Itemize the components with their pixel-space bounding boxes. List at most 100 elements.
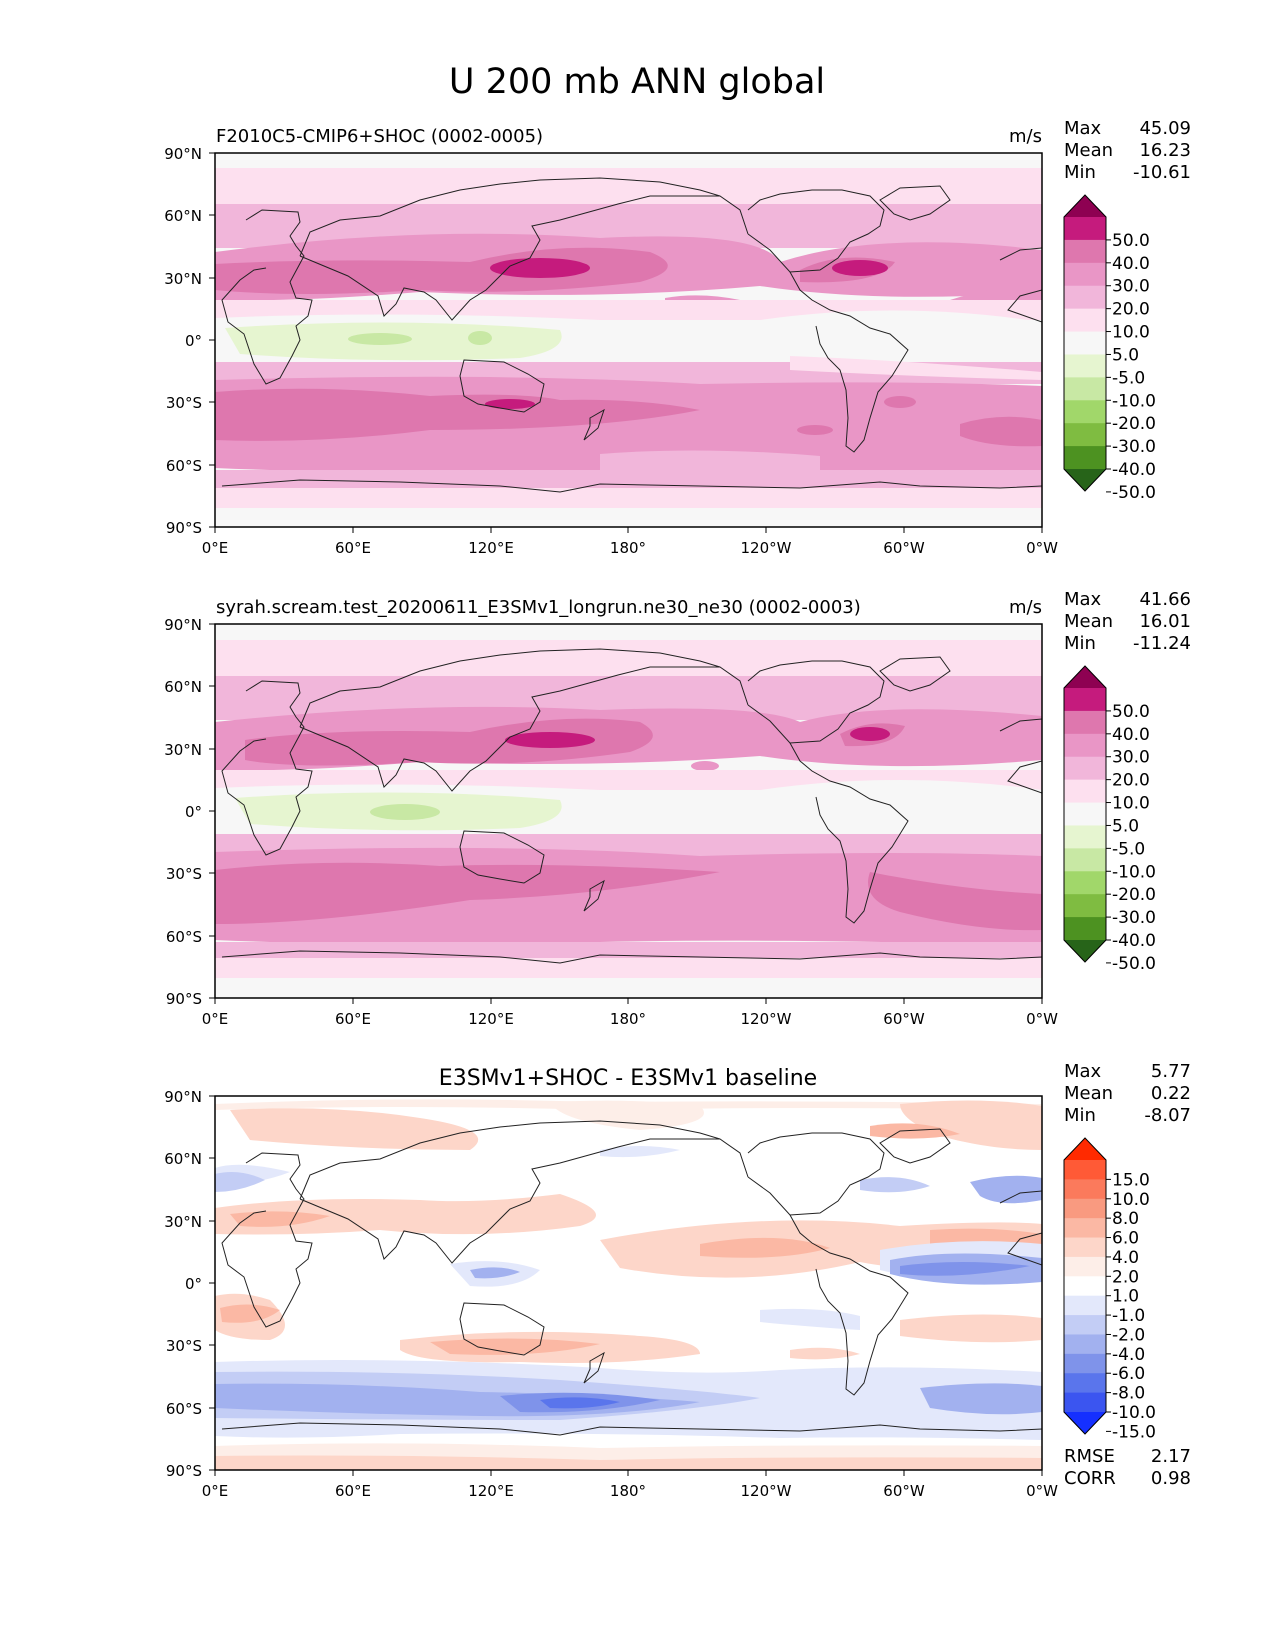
lon-tick-label: 180° <box>610 1010 646 1028</box>
colorbar-segment <box>1064 917 1106 941</box>
lon-tick-label: 120°W <box>741 1482 792 1500</box>
colorbar-tick-label: 8.0 <box>1112 1209 1139 1229</box>
colorbar-tick-label: -6.0 <box>1112 1364 1145 1384</box>
lat-tick-label: 90°S <box>166 1462 202 1480</box>
stat-value: -8.07 <box>1144 1105 1191 1126</box>
stat-label: Mean <box>1064 611 1113 632</box>
lat-tick-label: 30°S <box>166 394 202 412</box>
figure-title: U 200 mb ANN global <box>449 62 825 102</box>
lat-tick-label: 0° <box>185 332 202 350</box>
lat-tick-label: 90°N <box>164 145 202 163</box>
lon-tick-label: 0°E <box>202 539 229 557</box>
stat-value: -11.24 <box>1133 633 1191 654</box>
rmse-value: 2.17 <box>1151 1446 1191 1467</box>
panel-3-lat-axis: 90°N 60°N 30°N 0° 30°S 60°S 90°S <box>164 1088 215 1480</box>
lat-tick-label: 30°N <box>164 270 202 288</box>
lat-tick-label: 60°S <box>166 1400 202 1418</box>
panel-2-title: syrah.scream.test_20200611_E3SMv1_longru… <box>216 597 861 618</box>
panel-3-colorbar: 15.010.08.06.04.02.01.0-1.0-2.0-4.0-6.0-… <box>1063 1137 1156 1442</box>
panel-2-colorbar: 50.0 40.0 30.0 20.0 10.05.0 -5.0 -10.0 -20.0 -30… <box>1063 665 1156 974</box>
colorbar-segment <box>1064 1315 1106 1335</box>
colorbar-tick-label: -1.0 <box>1112 1306 1145 1326</box>
colorbar-tick-label: -30.0 <box>1112 437 1156 457</box>
lat-tick-label: 30°N <box>164 741 202 759</box>
lon-tick-label: 120°E <box>468 1482 514 1500</box>
lat-tick-label: 90°N <box>164 616 202 634</box>
stat-label: Max <box>1064 589 1102 610</box>
lon-tick-label: 180° <box>610 539 646 557</box>
colorbar-extend-bottom <box>1064 940 1106 962</box>
colorbar-tick-label: 20.0 <box>1112 771 1150 791</box>
colorbar-extend-top <box>1064 1138 1106 1160</box>
panel-1-stats: Max 45.09 Mean 16.23 Min -10.61 <box>1064 118 1191 183</box>
panel-2-units: m/s <box>1009 597 1042 618</box>
panel-3-extra-stats: RMSE 2.17 CORR 0.98 <box>1064 1446 1191 1489</box>
lat-tick-label: 60°S <box>166 457 202 475</box>
colorbar-tick-label: 40.0 <box>1112 254 1150 274</box>
colorbar-segment <box>1064 239 1106 264</box>
colorbar-segment <box>1064 1276 1106 1297</box>
lat-tick-label: 0° <box>185 803 202 821</box>
lon-tick-label: 120°W <box>741 539 792 557</box>
panel-2-stats: Max 41.66 Mean 16.01 Min -11.24 <box>1064 589 1191 654</box>
panel-3-coastlines <box>221 1120 1042 1436</box>
stat-value: -10.61 <box>1133 162 1191 183</box>
colorbar-tick-label: -4.0 <box>1112 1345 1145 1365</box>
lon-tick-label: 0°E <box>202 1010 229 1028</box>
lat-tick-label: 60°N <box>164 678 202 696</box>
panel-2-lon-axis: 0°E 60°E 120°E 180° 120°W 60°W 0°W <box>202 998 1058 1028</box>
colorbar-segment <box>1064 1237 1106 1258</box>
stat-value: 45.09 <box>1139 118 1191 139</box>
colorbar-segment <box>1064 1295 1106 1316</box>
stat-label: Mean <box>1064 140 1113 161</box>
lat-tick-label: 60°S <box>166 928 202 946</box>
lon-tick-label: 60°E <box>335 1482 371 1500</box>
colorbar-segment <box>1064 217 1106 241</box>
colorbar-segment <box>1064 733 1106 758</box>
lon-tick-label: 0°W <box>1026 1010 1058 1028</box>
colorbar-segment <box>1064 331 1106 355</box>
stat-label: Max <box>1064 1061 1102 1082</box>
panel-1-lon-axis: 0°E 60°E 120°E 180° 120°W 60°W 0°W <box>202 527 1058 557</box>
lat-tick-label: 30°S <box>166 865 202 883</box>
stat-value: 41.66 <box>1139 589 1191 610</box>
colorbar-segment <box>1064 710 1106 735</box>
colorbar-extend-bottom <box>1064 1412 1106 1434</box>
rmse-label: RMSE <box>1064 1446 1115 1467</box>
panel-3-lon-axis: 0°E 60°E 120°E 180° 120°W 60°W 0°W <box>202 1470 1058 1500</box>
colorbar-tick-label: -20.0 <box>1112 885 1156 905</box>
colorbar-tick-label: 4.0 <box>1112 1248 1139 1268</box>
colorbar-tick-label: -2.0 <box>1112 1325 1145 1345</box>
panel-1-title: F2010C5-CMIP6+SHOC (0002-0005) <box>216 126 543 147</box>
colorbar-tick-label: 30.0 <box>1112 748 1150 768</box>
lon-tick-label: 180° <box>610 1482 646 1500</box>
lon-tick-label: 0°E <box>202 1482 229 1500</box>
colorbar-tick-label: -5.0 <box>1112 839 1145 859</box>
lon-tick-label: 120°W <box>741 1010 792 1028</box>
stat-label: Min <box>1064 162 1096 183</box>
colorbar-tick-label: -50.0 <box>1112 954 1156 974</box>
colorbar-extend-top <box>1064 195 1106 217</box>
panel-3-title: E3SMv1+SHOC - E3SMv1 baseline <box>439 1066 817 1091</box>
colorbar-tick-label: 6.0 <box>1112 1229 1139 1249</box>
lat-tick-label: 90°N <box>164 1088 202 1106</box>
colorbar-extend-top <box>1064 666 1106 688</box>
colorbar-segment <box>1064 825 1106 849</box>
stat-label: Max <box>1064 118 1102 139</box>
colorbar-tick-label: -40.0 <box>1112 460 1156 480</box>
stat-value: 0.22 <box>1151 1083 1191 1104</box>
colorbar-segment <box>1064 423 1106 447</box>
colorbar-segment <box>1064 1392 1106 1413</box>
colorbar-segment <box>1064 1334 1106 1355</box>
colorbar-segment <box>1064 308 1106 333</box>
colorbar-tick-label: 10.0 <box>1112 1190 1150 1210</box>
colorbar-tick-label: 30.0 <box>1112 277 1150 297</box>
colorbar-tick-label: -8.0 <box>1112 1384 1145 1404</box>
colorbar-segment <box>1064 1198 1106 1219</box>
colorbar-tick-label: -15.0 <box>1112 1422 1156 1442</box>
colorbar-segment <box>1064 285 1106 310</box>
lon-tick-label: 60°W <box>883 1010 925 1028</box>
panel-3: E3SMv1+SHOC - E3SMv1 baseline <box>164 1061 1191 1500</box>
colorbar-segment <box>1064 871 1106 895</box>
stat-label: Mean <box>1064 1083 1113 1104</box>
